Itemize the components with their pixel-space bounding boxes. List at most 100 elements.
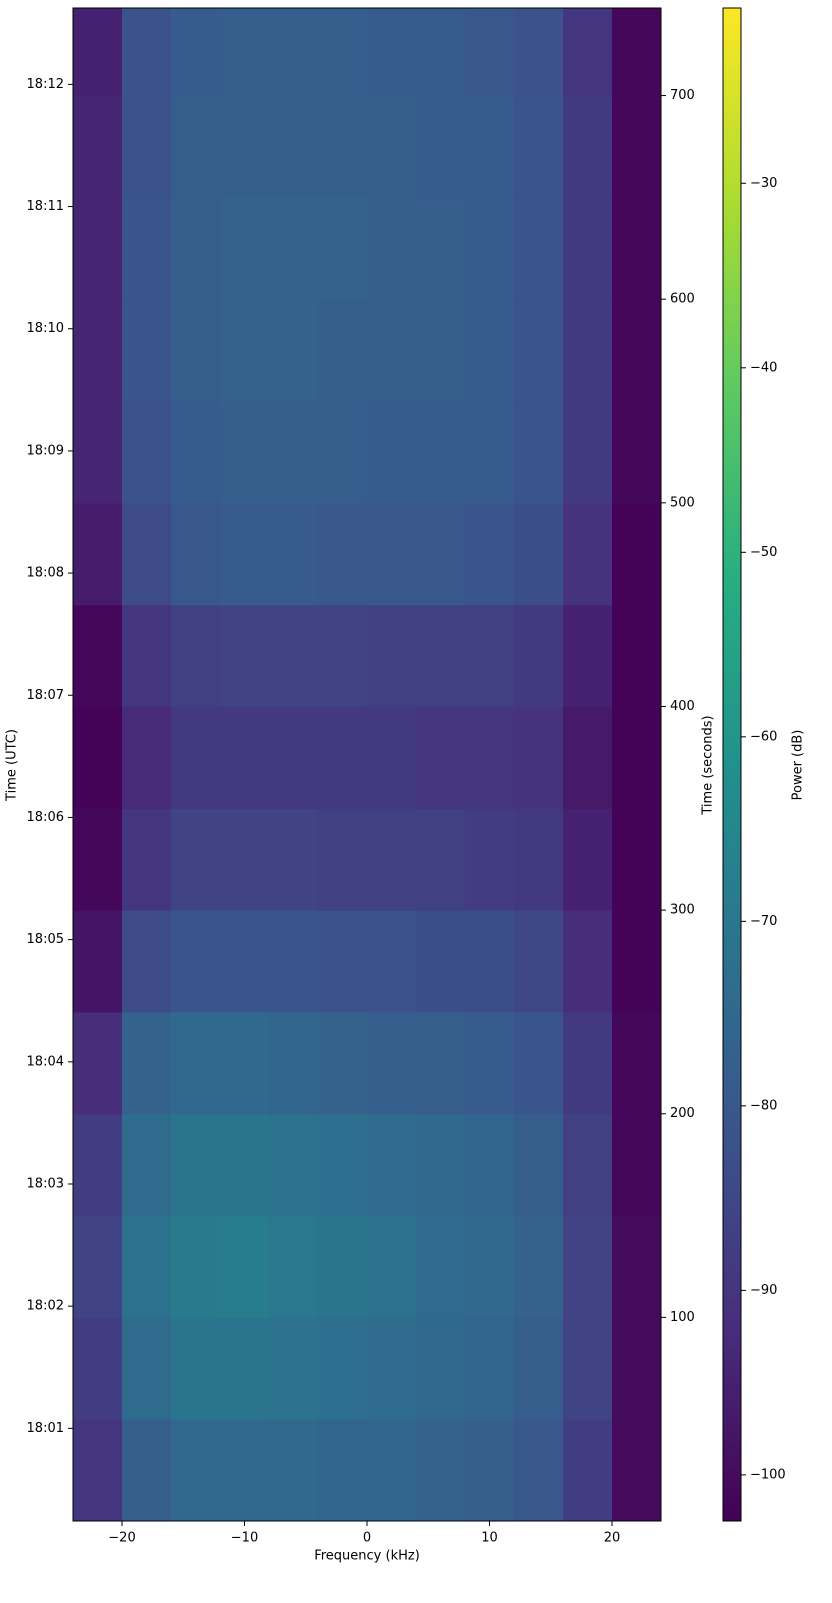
- heatmap-cell: [514, 1215, 564, 1318]
- heatmap-cell: [367, 401, 417, 504]
- heatmap-cell: [171, 401, 221, 504]
- heatmap-cell: [563, 1317, 613, 1420]
- heatmap-cell: [465, 1113, 515, 1217]
- heatmap-cell: [220, 95, 270, 198]
- heatmap-cell: [318, 808, 368, 911]
- heatmap-cell: [73, 401, 123, 504]
- heatmap-cell: [122, 95, 172, 198]
- heatmap-cell: [171, 502, 221, 606]
- heatmap-cell: [269, 8, 319, 97]
- heatmap-cell: [220, 401, 270, 504]
- heatmap-cell: [367, 910, 417, 1013]
- heatmap-cell: [171, 95, 221, 198]
- heatmap-cell: [269, 1419, 319, 1522]
- heatmap-cell: [465, 808, 515, 911]
- heatmap-cell: [122, 502, 172, 606]
- y-axis-label: Time (UTC): [5, 729, 20, 802]
- heatmap-cell: [269, 401, 319, 504]
- x-axis-label: Frequency (kHz): [314, 1549, 420, 1564]
- heatmap-cell: [416, 604, 466, 707]
- heatmap-cell: [514, 1317, 564, 1420]
- heatmap-cell: [73, 604, 123, 707]
- heatmap-cell: [318, 197, 368, 300]
- heatmap-cell: [563, 95, 613, 198]
- heatmap-cell: [563, 808, 613, 911]
- heatmap-cell: [514, 1419, 564, 1522]
- heatmap-cell: [269, 1113, 319, 1217]
- heatmap-cell: [171, 706, 221, 809]
- y2-tick-label: 400: [670, 699, 695, 714]
- heatmap-cell: [514, 299, 564, 402]
- y-tick-label: 18:04: [27, 1054, 64, 1069]
- heatmap-cell: [416, 401, 466, 504]
- heatmap-cell: [220, 1011, 270, 1115]
- colorbar-label: Power (dB): [791, 730, 806, 801]
- heatmap-cell: [122, 8, 172, 97]
- y2-tick-label: 100: [670, 1310, 695, 1325]
- y2-axis-label: Time (seconds): [701, 715, 716, 815]
- heatmap-cell: [318, 706, 368, 809]
- heatmap-cell: [171, 808, 221, 911]
- heatmap-cell: [367, 8, 417, 97]
- heatmap-cell: [612, 95, 662, 198]
- heatmap-cell: [514, 502, 564, 606]
- heatmap-cell: [612, 706, 662, 809]
- heatmap-cell: [73, 299, 123, 402]
- y2-tick-label: 300: [670, 903, 695, 918]
- heatmap-cell: [563, 299, 613, 402]
- heatmap-cell: [367, 604, 417, 707]
- heatmap-cell: [122, 604, 172, 707]
- heatmap-cell: [122, 1011, 172, 1115]
- heatmap-cell: [73, 8, 123, 97]
- heatmap-cell: [465, 502, 515, 606]
- colorbar-tick-label: −80: [750, 1098, 777, 1113]
- heatmap-cell: [122, 1419, 172, 1522]
- heatmap-cell: [465, 1419, 515, 1522]
- heatmap-cell: [318, 502, 368, 606]
- y-tick-label: 18:11: [27, 199, 64, 214]
- heatmap-cell: [318, 401, 368, 504]
- heatmap-cell: [416, 1113, 466, 1217]
- heatmap-cell: [269, 706, 319, 809]
- heatmap-cell: [514, 910, 564, 1013]
- heatmap-cell: [220, 604, 270, 707]
- heatmap-cell: [563, 1215, 613, 1318]
- heatmap-cell: [220, 502, 270, 606]
- colorbar: [722, 7, 742, 1522]
- heatmap-cell: [563, 604, 613, 707]
- heatmap-cell: [269, 299, 319, 402]
- heatmap-cell: [269, 197, 319, 300]
- heatmap-cell: [318, 604, 368, 707]
- y2-tick-label: 700: [670, 88, 695, 103]
- heatmap-cell: [122, 401, 172, 504]
- heatmap-cell: [514, 706, 564, 809]
- heatmap-cell: [318, 95, 368, 198]
- heatmap-cell: [514, 197, 564, 300]
- x-tick-label: 10: [481, 1531, 498, 1546]
- heatmap-cell: [514, 8, 564, 97]
- heatmap-cell: [367, 95, 417, 198]
- heatmap-cell: [367, 1011, 417, 1115]
- heatmap-cell: [563, 910, 613, 1013]
- heatmap-cell: [563, 1011, 613, 1115]
- heatmap-cell: [465, 8, 515, 97]
- y2-tick-label: 500: [670, 495, 695, 510]
- heatmap-cell: [514, 808, 564, 911]
- heatmap-cell: [171, 8, 221, 97]
- heatmap-cell: [416, 1215, 466, 1318]
- heatmap-cell: [171, 197, 221, 300]
- heatmap-cell: [465, 1317, 515, 1420]
- heatmap-cell: [220, 299, 270, 402]
- y-tick-label: 18:01: [27, 1421, 64, 1436]
- colorbar-tick-label: −50: [750, 545, 777, 560]
- heatmap-cell: [514, 1011, 564, 1115]
- heatmap-cell: [612, 1419, 662, 1522]
- colorbar-tick-label: −100: [750, 1467, 786, 1482]
- heatmap-cell: [171, 1419, 221, 1522]
- heatmap-cell: [122, 1317, 172, 1420]
- heatmap-cell: [514, 604, 564, 707]
- heatmap-cell: [220, 910, 270, 1013]
- heatmap-cell: [73, 95, 123, 198]
- heatmap-cell: [73, 502, 123, 606]
- heatmap-cell: [563, 706, 613, 809]
